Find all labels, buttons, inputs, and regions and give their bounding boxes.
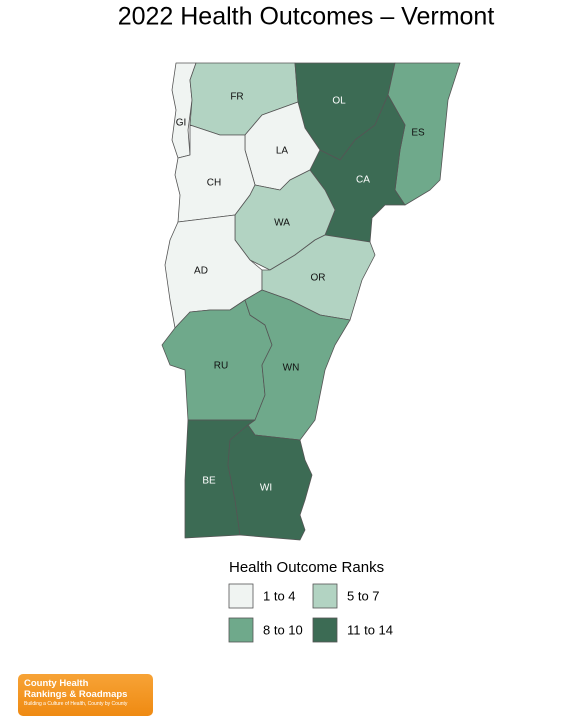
county-labels: GI FR OL ES LA CA CH WA AD OR RU WN BE W… xyxy=(176,92,425,494)
county-label: BE xyxy=(202,476,216,487)
legend-label: 11 to 14 xyxy=(347,622,393,637)
legend: Health Outcome Ranks 1 to 4 5 to 7 8 to 10… xyxy=(228,559,393,643)
county-label: RU xyxy=(214,361,228,372)
legend-label: 5 to 7 xyxy=(347,588,380,603)
county-label: GI xyxy=(176,118,187,129)
logo-line: Rankings & Roadmaps xyxy=(24,689,128,700)
county-label: CH xyxy=(207,178,221,189)
logo-line: County Health xyxy=(24,678,89,689)
title: 2022 Health Outcomes – Vermont xyxy=(118,3,495,31)
county-label: LA xyxy=(276,146,289,157)
map-figure: 2022 Health Outcomes – Vermont GI FR OL … xyxy=(118,3,495,643)
county-label: ES xyxy=(411,128,425,139)
county-label: FR xyxy=(230,92,243,103)
county-label: WA xyxy=(274,218,290,229)
county-label: CA xyxy=(356,175,370,186)
county-label: WN xyxy=(283,363,300,374)
logo: County Health Rankings & Roadmaps Buildi… xyxy=(18,674,153,716)
legend-swatch xyxy=(228,617,254,643)
legend-title: Health Outcome Ranks xyxy=(229,559,384,576)
county-label: WI xyxy=(260,483,272,494)
map xyxy=(161,62,461,541)
legend-swatch xyxy=(312,583,338,609)
legend-swatch xyxy=(228,583,254,609)
logo-tagline: Building a Culture of Health, County by … xyxy=(24,701,128,707)
legend-label: 1 to 4 xyxy=(263,588,296,603)
county-label: OL xyxy=(332,96,346,107)
county-label: OR xyxy=(311,273,326,284)
county xyxy=(227,424,313,541)
county-label: AD xyxy=(194,266,208,277)
legend-label: 8 to 10 xyxy=(263,622,303,637)
legend-swatch xyxy=(312,617,338,643)
